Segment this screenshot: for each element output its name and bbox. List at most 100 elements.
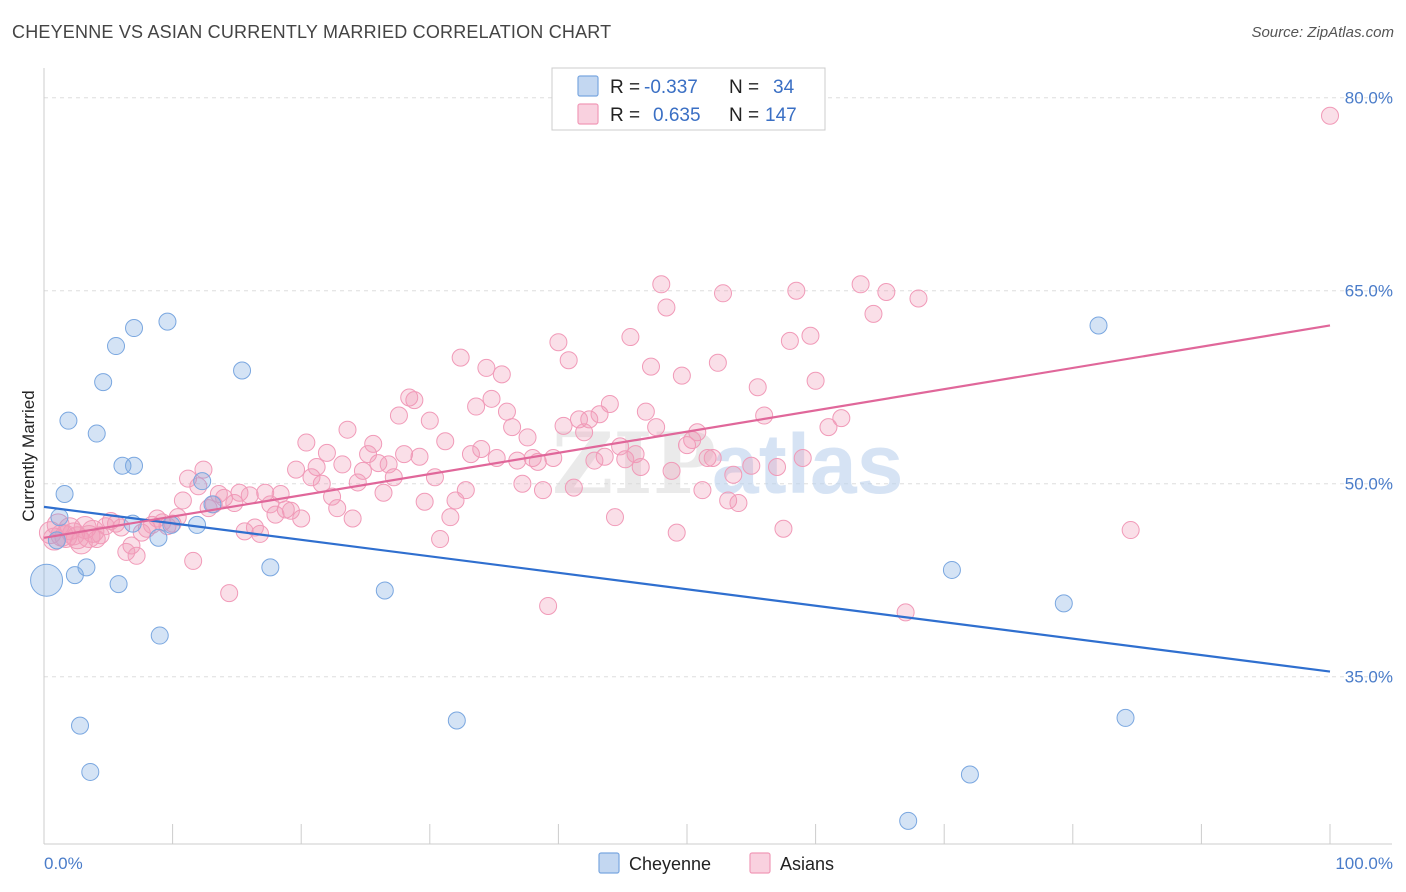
point-asians	[472, 439, 491, 458]
point-asians	[518, 428, 537, 447]
point-asians	[497, 402, 516, 421]
point-asians	[297, 433, 316, 452]
point-cheyenne	[87, 424, 106, 443]
point-asians	[292, 509, 311, 528]
point-asians	[353, 461, 372, 480]
point-cheyenne	[375, 581, 394, 600]
point-asians	[774, 519, 793, 538]
point-cheyenne	[149, 528, 168, 547]
bottom-legend-label-cheyenne: Cheyenne	[629, 854, 711, 874]
legend-r-value: -0.337	[644, 77, 698, 98]
point-cheyenne	[109, 575, 128, 594]
bottom-legend-swatch-asians	[749, 852, 771, 874]
point-asians	[729, 494, 748, 513]
watermark-atlas: atlas	[712, 417, 903, 511]
point-asians	[580, 410, 599, 429]
point-asians	[287, 460, 306, 479]
point-asians	[184, 551, 203, 570]
point-asians	[909, 289, 928, 308]
point-cheyenne	[81, 762, 100, 781]
axes	[43, 68, 1392, 845]
point-asians	[714, 284, 733, 303]
point-cheyenne	[942, 560, 961, 579]
point-asians	[662, 461, 681, 480]
point-cheyenne	[1116, 708, 1135, 727]
bottom-legend: Cheyenne Asians	[598, 852, 834, 874]
point-cheyenne	[150, 626, 169, 645]
point-asians	[338, 420, 357, 439]
point-asians	[1321, 106, 1339, 125]
point-asians	[605, 508, 624, 527]
point-cheyenne	[261, 558, 280, 577]
point-cheyenne	[50, 508, 69, 527]
point-asians	[281, 501, 300, 520]
point-asians	[793, 449, 812, 467]
point-asians	[364, 434, 383, 453]
point-asians	[384, 468, 403, 487]
watermark: ZIP atlas	[552, 414, 903, 513]
point-asians	[91, 526, 110, 545]
point-asians	[333, 455, 352, 474]
point-asians	[693, 481, 712, 500]
point-cheyenne	[125, 319, 144, 338]
point-asians	[539, 596, 558, 615]
point-asians	[359, 445, 378, 464]
point-asians	[230, 483, 249, 502]
point-asians	[220, 584, 239, 603]
point-asians	[405, 391, 424, 410]
series-cheyenne	[30, 312, 1135, 830]
point-asians	[323, 487, 342, 506]
point-cheyenne	[1089, 316, 1108, 335]
y-tick-label: 65.0%	[1345, 282, 1393, 301]
point-asians	[482, 389, 501, 408]
bottom-legend-swatch-cheyenne	[598, 852, 620, 874]
point-asians	[636, 402, 655, 421]
point-cheyenne	[899, 811, 918, 830]
point-asians	[678, 436, 696, 455]
point-asians	[851, 275, 870, 294]
point-asians	[456, 481, 475, 500]
y-tick-label: 35.0%	[1345, 668, 1393, 687]
trend-lines	[43, 324, 1331, 673]
point-asians	[554, 416, 573, 435]
point-cheyenne	[193, 472, 212, 491]
legend-r-label: R =	[610, 77, 640, 98]
point-asians	[122, 536, 141, 555]
point-asians	[1121, 521, 1140, 540]
point-asians	[819, 418, 838, 437]
trend-line-cheyenne	[43, 505, 1331, 673]
point-cheyenne	[55, 485, 74, 504]
point-asians	[436, 432, 455, 451]
point-cheyenne	[233, 361, 252, 380]
point-asians	[631, 458, 650, 477]
y-tick-label: 80.0%	[1345, 89, 1393, 108]
point-asians	[559, 351, 578, 370]
point-asians	[513, 474, 532, 493]
x-tick-label: 0.0%	[44, 854, 83, 873]
point-asians	[657, 298, 676, 317]
legend-n-value: 147	[765, 105, 797, 126]
legend-n-label: N =	[729, 105, 759, 126]
point-asians	[595, 447, 614, 466]
point-asians	[621, 328, 640, 347]
point-asians	[787, 281, 806, 300]
y-tick-label: 50.0%	[1345, 475, 1393, 494]
point-asians	[688, 423, 707, 442]
point-asians	[461, 445, 480, 464]
point-asians	[780, 331, 799, 350]
y-axis-label: Currently Married	[19, 390, 38, 521]
point-asians	[194, 460, 213, 479]
point-asians	[724, 465, 743, 484]
point-asians	[647, 418, 666, 437]
legend: R = -0.337 N = 34 R = 0.635 N = 147	[551, 67, 826, 131]
point-asians	[719, 491, 738, 510]
point-asians	[179, 469, 198, 488]
point-asians	[503, 418, 522, 437]
point-cheyenne	[59, 411, 78, 430]
point-asians	[708, 353, 727, 372]
point-asians	[374, 483, 393, 502]
point-asians	[806, 371, 825, 390]
legend-n-label: N =	[729, 77, 759, 98]
point-asians	[477, 358, 496, 377]
